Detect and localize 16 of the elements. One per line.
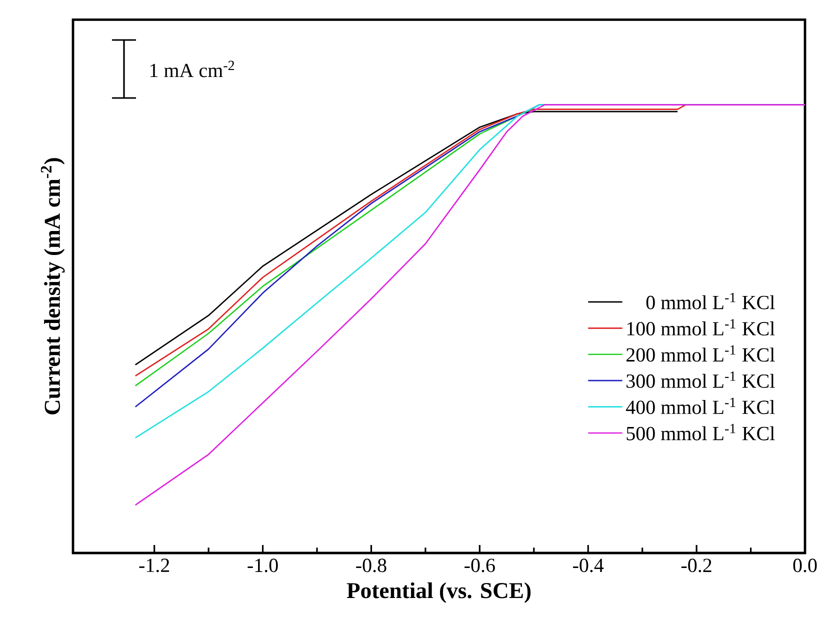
y-axis-title: Current density (mA cm$^{-2}$) [40, 158, 65, 414]
x-tick-label: -1.0 [248, 558, 278, 572]
legend-label: 200 mmol L$^{-1}$ KCl [626, 345, 775, 362]
legend-label: 500 mmol L$^{-1}$ KCl [626, 424, 775, 440]
legend-label: 300 mmol L$^{-1}$ KCl [626, 371, 775, 388]
x-axis-title: Potential (vs. SCE) [346, 582, 531, 603]
x-tick-label: -0.2 [681, 558, 712, 572]
x-tick-label: -0.6 [464, 558, 495, 572]
text: 1 mA cm$^{-2}$ [150, 60, 234, 78]
legend-label: 0 mmol L$^{-1}$ KCl [646, 292, 775, 310]
x-tick-label: -0.4 [573, 558, 604, 572]
x-tick-label: -0.8 [356, 558, 386, 572]
x-tick-label: -1.2 [139, 558, 170, 572]
x-tick-label: 0.0 [793, 558, 817, 572]
legend-label: 400 mmol L$^{-1}$ KCl [626, 398, 775, 414]
legend-label: 100 mmol L$^{-1}$ KCl [627, 319, 775, 336]
